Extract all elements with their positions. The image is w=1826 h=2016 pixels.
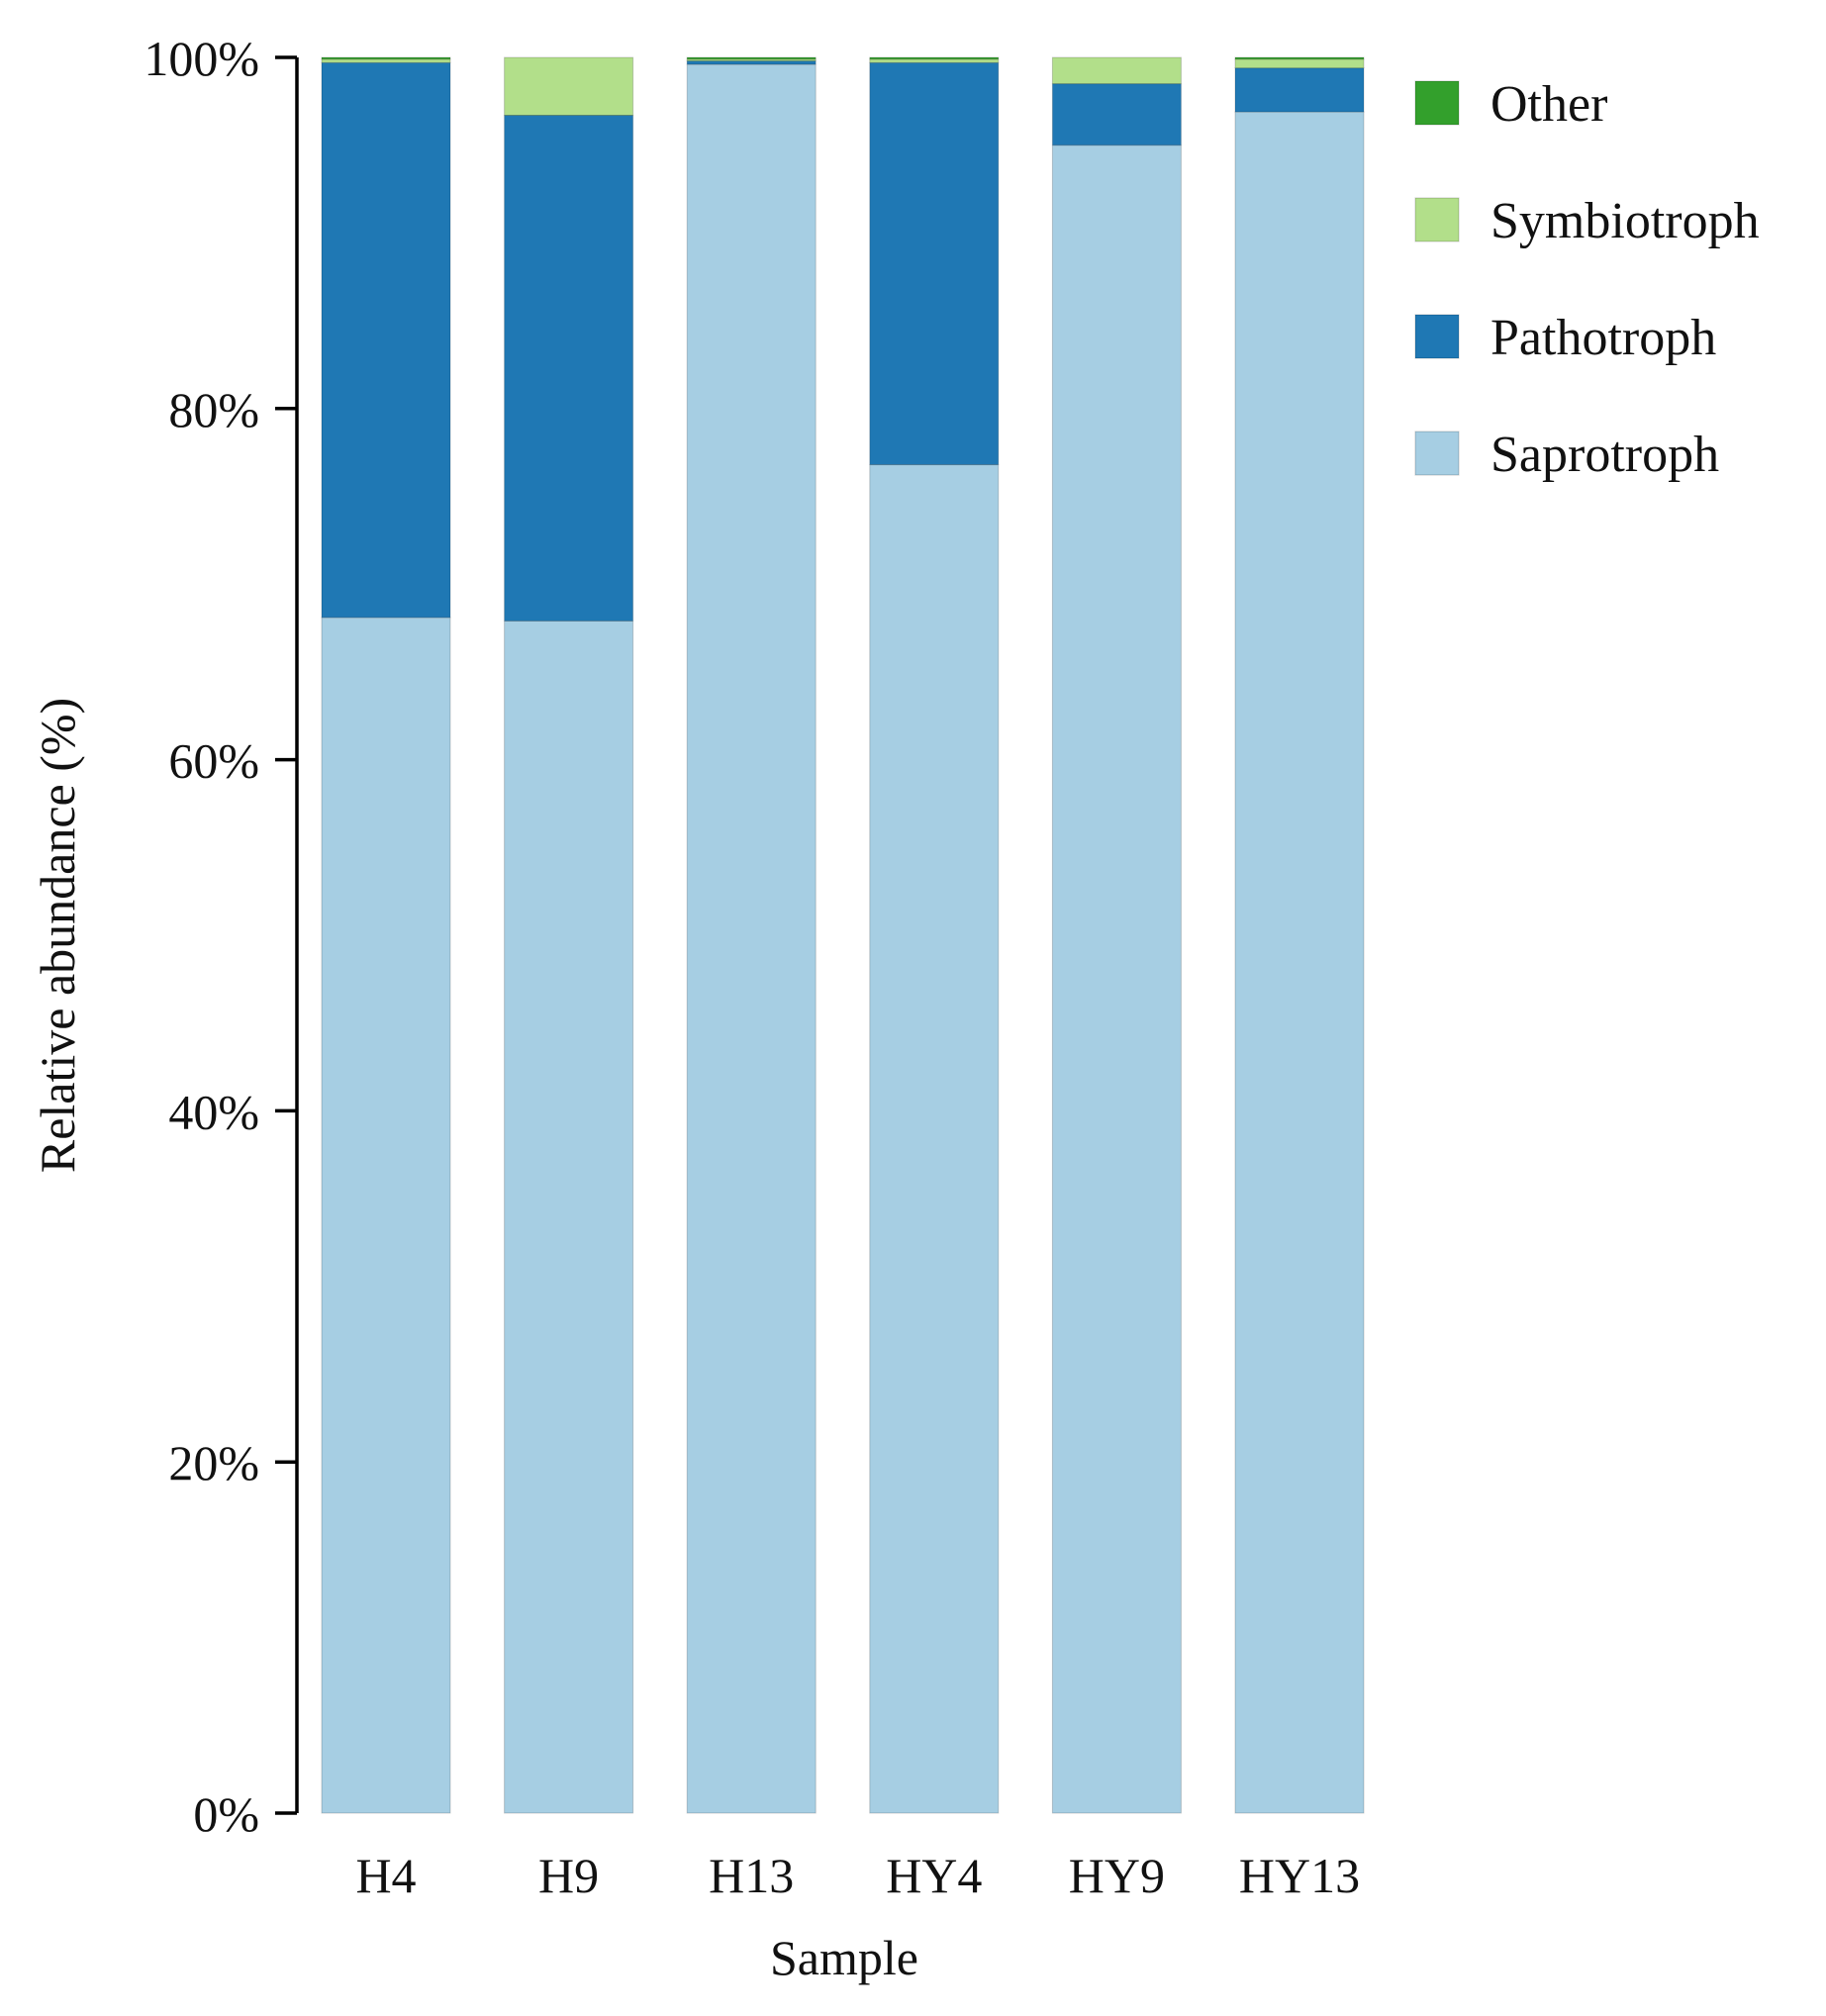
bar-segment-saprotroph-h9 — [504, 621, 634, 1814]
x-axis-title: Sample — [770, 1930, 918, 1985]
legend-item-pathotroph: Pathotroph — [1414, 310, 1716, 366]
bar-segment-other-hy4 — [869, 56, 1000, 60]
bar-segment-pathotroph-hy13 — [1234, 67, 1365, 113]
bar-segment-symbiotroph-h4 — [321, 58, 451, 63]
bar-segment-symbiotroph-hy4 — [869, 58, 1000, 63]
legend-label-symbiotroph: Symbiotroph — [1490, 193, 1760, 249]
legend-item-other: Other — [1414, 76, 1607, 133]
y-tick-label: 80% — [168, 382, 259, 437]
bar-stack-hy13 — [1234, 56, 1365, 1814]
bar-segment-saprotroph-hy9 — [1051, 144, 1182, 1814]
x-tick-label: H9 — [538, 1848, 599, 1903]
legend-swatch-saprotroph — [1414, 431, 1460, 476]
legend-item-symbiotroph: Symbiotroph — [1414, 193, 1760, 249]
x-tick-label: H13 — [709, 1848, 794, 1903]
bar-segment-symbiotroph-hy9 — [1051, 56, 1182, 85]
bar-segment-other-h4 — [321, 56, 451, 60]
bar-segment-saprotroph-h13 — [686, 63, 817, 1814]
y-tick-label: 60% — [168, 733, 259, 789]
bar-segment-pathotroph-h4 — [321, 61, 451, 619]
bar-segment-other-hy13 — [1234, 56, 1365, 60]
bar-segment-saprotroph-hy13 — [1234, 111, 1365, 1814]
bar-stack-h4 — [321, 56, 451, 1814]
legend-label-saprotroph: Saprotroph — [1490, 427, 1719, 483]
bar-segment-pathotroph-hy4 — [869, 61, 1000, 466]
y-tick-label: 0% — [193, 1786, 259, 1842]
y-tick-label: 100% — [144, 31, 259, 86]
bar-stack-h9 — [504, 56, 634, 1814]
bar-stack-h13 — [686, 56, 817, 1814]
bar-segment-symbiotroph-h9 — [504, 56, 634, 116]
x-tick-label: H4 — [355, 1848, 416, 1903]
legend-swatch-symbiotroph — [1414, 197, 1460, 242]
x-tick-label: HY13 — [1239, 1848, 1360, 1903]
bar-segment-symbiotroph-hy13 — [1234, 58, 1365, 69]
y-axis-title: Relative abundance (%) — [30, 698, 85, 1173]
bar-stack-hy9 — [1051, 56, 1182, 1814]
y-tick-label: 20% — [168, 1435, 259, 1490]
legend-label-pathotroph: Pathotroph — [1490, 310, 1716, 366]
legend-item-saprotroph: Saprotroph — [1414, 427, 1719, 483]
y-ticks: 0% 20% 40% 60% 80% 100% — [144, 31, 297, 1842]
x-tick-labels: H4 H9 H13 HY4 HY9 HY13 — [355, 1848, 1360, 1903]
bar-segment-pathotroph-hy9 — [1051, 83, 1182, 146]
legend-swatch-other — [1414, 80, 1460, 126]
plot-area: 0% 20% 40% 60% 80% 100% H4 H9 H13 HY4 HY9 HY13 — [144, 31, 1365, 1903]
legend: Other Symbiotroph Pathotroph Saprotroph — [1414, 76, 1760, 483]
x-tick-label: HY9 — [1069, 1848, 1165, 1903]
bar-stack-hy4 — [869, 56, 1000, 1814]
bar-segment-other-h13 — [686, 56, 817, 60]
y-tick-label: 40% — [168, 1084, 259, 1139]
bar-segment-saprotroph-h4 — [321, 617, 451, 1814]
legend-swatch-pathotroph — [1414, 314, 1460, 359]
legend-label-other: Other — [1490, 76, 1607, 133]
x-tick-label: HY4 — [886, 1848, 982, 1903]
bar-segment-saprotroph-hy4 — [869, 464, 1000, 1814]
bar-segment-pathotroph-h9 — [504, 115, 634, 622]
bars-layer — [321, 56, 1365, 1814]
